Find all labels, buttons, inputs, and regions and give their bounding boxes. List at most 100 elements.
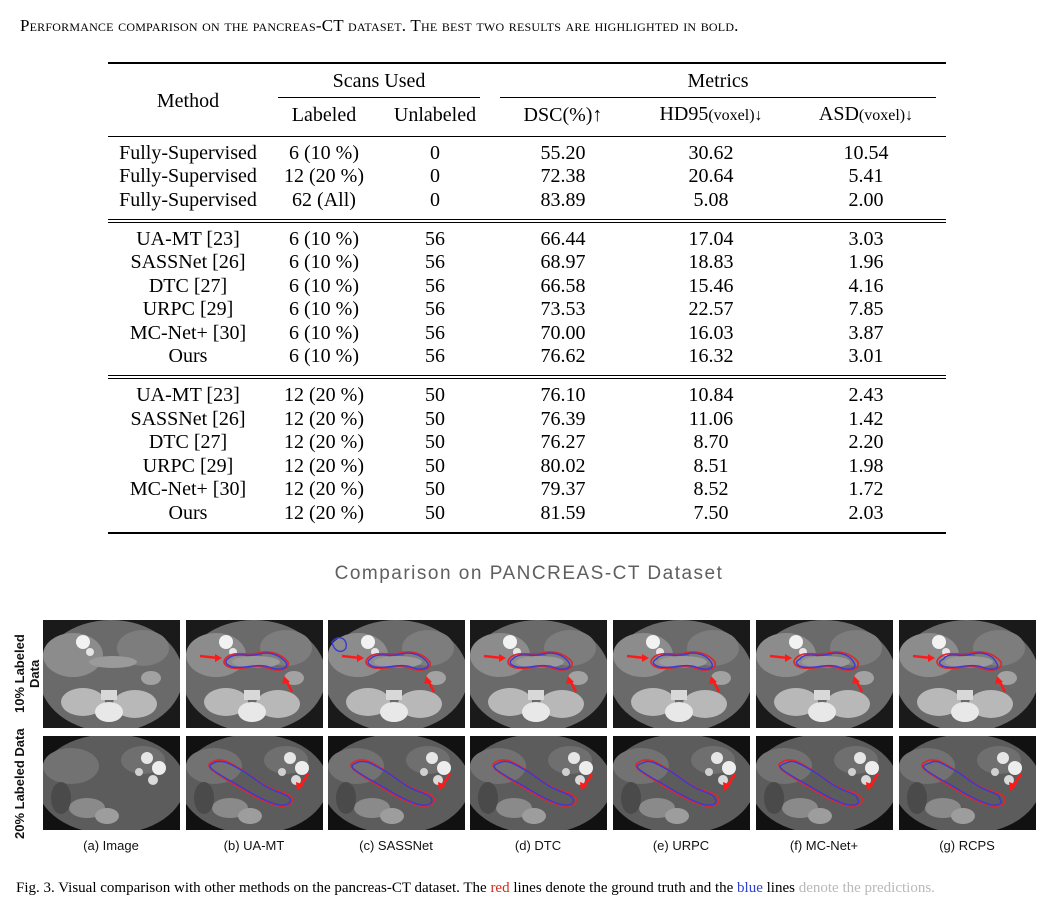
ct-panel [43, 620, 180, 728]
cell-method: Fully-Supervised [119, 141, 257, 164]
caption-faded-suffix: denote the predictions. [794, 880, 935, 896]
cell-method: MC-Net+ [30] [129, 478, 247, 501]
header-dsc: DSC(%)↑ [523, 103, 603, 126]
cell-asd: 1.42 [848, 407, 884, 430]
ct-scan-image [186, 620, 323, 728]
header-hd95-main: HD95 [659, 103, 709, 126]
cell-labeled: 6 (10 %) [289, 228, 359, 251]
caption-suffix: lines [762, 880, 795, 896]
cell-dsc: 55.20 [540, 141, 586, 164]
cell-asd: 7.85 [848, 298, 884, 321]
cell-asd: 3.01 [848, 345, 884, 368]
cell-dsc: 70.00 [540, 321, 586, 344]
cell-asd: 1.96 [848, 251, 884, 274]
cell-method: MC-Net+ [30] [129, 321, 247, 344]
cell-unlabeled: 50 [425, 478, 445, 501]
cell-method: SASSNet [26] [130, 251, 246, 274]
ct-panel [186, 620, 323, 728]
ct-panel [470, 620, 607, 728]
cell-asd: 1.98 [848, 454, 884, 477]
cell-labeled: 12 (20 %) [284, 165, 364, 188]
cell-labeled: 12 (20 %) [284, 454, 364, 477]
cell-hd95: 8.52 [693, 478, 729, 501]
ct-scan-image [328, 620, 465, 728]
cell-hd95: 7.50 [693, 501, 729, 524]
table-body: Fully-Supervised 6 (10 %) 0 55.20 30.62 10.54… [108, 136, 946, 533]
table-row: Fully-Supervised 62 (All) 0 83.89 5.08 2.00 [108, 189, 946, 221]
ct-scan-image [470, 736, 607, 830]
cell-hd95: 8.51 [693, 454, 729, 477]
cell-dsc: 72.38 [540, 165, 586, 188]
cell-unlabeled: 56 [425, 321, 445, 344]
cell-hd95: 20.64 [688, 165, 734, 188]
table-row: Ours 12 (20 %) 50 81.59 7.50 2.03 [108, 502, 946, 533]
cell-hd95: 10.84 [688, 384, 734, 407]
table-row: UA-MT [23] 6 (10 %) 56 66.44 17.04 3.03 [108, 221, 946, 251]
cell-asd: 2.03 [848, 501, 884, 524]
table-row: Ours 6 (10 %) 56 76.62 16.32 3.01 [108, 345, 946, 377]
header-metrics-text: Metrics [687, 70, 749, 92]
cell-method: DTC [27] [148, 431, 228, 454]
table-row: SASSNet [26] 12 (20 %) 50 76.39 11.06 1.42 [108, 408, 946, 431]
ct-panel [899, 620, 1036, 728]
cell-hd95: 30.62 [688, 141, 734, 164]
header-unlabeled: Unlabeled [393, 103, 477, 126]
performance-table-wrap: Method Scans Used Metrics Labeled Unlabe… [108, 62, 946, 534]
cell-labeled: 6 (10 %) [289, 274, 359, 297]
cell-asd: 4.16 [848, 274, 884, 297]
header-method: Method [156, 90, 220, 113]
cell-labeled: 12 (20 %) [284, 501, 364, 524]
cell-labeled: 6 (10 %) [289, 141, 359, 164]
row-label: 20% Labeled Data [12, 728, 27, 840]
cell-unlabeled: 56 [425, 251, 445, 274]
column-label: (c) SASSNet [359, 838, 433, 853]
cell-hd95: 11.06 [688, 407, 734, 430]
cell-asd: 2.20 [848, 431, 884, 454]
cell-labeled: 6 (10 %) [289, 321, 359, 344]
cell-unlabeled: 56 [425, 228, 445, 251]
cell-dsc: 68.97 [540, 251, 586, 274]
ct-panel [328, 736, 465, 830]
cell-unlabeled: 0 [430, 188, 440, 211]
cell-labeled: 12 (20 %) [284, 431, 364, 454]
table-row: URPC [29] 6 (10 %) 56 73.53 22.57 7.85 [108, 298, 946, 321]
ct-scan-image [613, 620, 750, 728]
ct-panel [186, 736, 323, 830]
ct-panel [328, 620, 465, 728]
cell-hd95: 15.46 [688, 274, 734, 297]
cell-unlabeled: 0 [430, 165, 440, 188]
cell-asd: 2.43 [848, 384, 884, 407]
header-labeled: Labeled [291, 103, 357, 126]
cell-dsc: 76.39 [540, 407, 586, 430]
ct-scan-image [470, 620, 607, 728]
table-caption: Performance comparison on the pancreas-C… [20, 16, 739, 35]
column-label: (a) Image [83, 838, 139, 853]
header-asd-unit: (voxel)↓ [858, 107, 914, 125]
cell-unlabeled: 50 [425, 501, 445, 524]
cell-hd95: 5.08 [693, 188, 729, 211]
column-label: (f) MC-Net+ [789, 838, 859, 853]
cell-unlabeled: 0 [430, 141, 440, 164]
cell-method: DTC [27] [148, 274, 228, 297]
ct-scan-image [756, 736, 893, 830]
header-metrics: Metrics [490, 63, 946, 99]
cell-unlabeled: 50 [425, 384, 445, 407]
cell-dsc: 83.89 [540, 188, 586, 211]
cell-labeled: 12 (20 %) [284, 407, 364, 430]
table-row: UA-MT [23] 12 (20 %) 50 76.10 10.84 2.43 [108, 377, 946, 407]
cell-dsc: 76.27 [540, 431, 586, 454]
cell-asd: 5.41 [848, 165, 884, 188]
table-row: MC-Net+ [30] 12 (20 %) 50 79.37 8.52 1.72 [108, 478, 946, 501]
cell-labeled: 12 (20 %) [284, 478, 364, 501]
section-title: Comparison on PANCREAS-CT Dataset [334, 563, 724, 584]
header-hd95: HD95(voxel)↓ [636, 98, 786, 136]
table-row: SASSNet [26] 6 (10 %) 56 68.97 18.83 1.96 [108, 251, 946, 274]
table-row: URPC [29] 12 (20 %) 50 80.02 8.51 1.98 [108, 455, 946, 478]
ct-panel [756, 620, 893, 728]
table-row: Fully-Supervised 6 (10 %) 0 55.20 30.62 10.54 [108, 136, 946, 165]
column-label: (d) DTC [514, 838, 562, 853]
performance-table: Method Scans Used Metrics Labeled Unlabe… [108, 62, 946, 534]
cell-unlabeled: 50 [425, 407, 445, 430]
cell-asd: 3.87 [848, 321, 884, 344]
cell-labeled: 6 (10 %) [289, 345, 359, 368]
